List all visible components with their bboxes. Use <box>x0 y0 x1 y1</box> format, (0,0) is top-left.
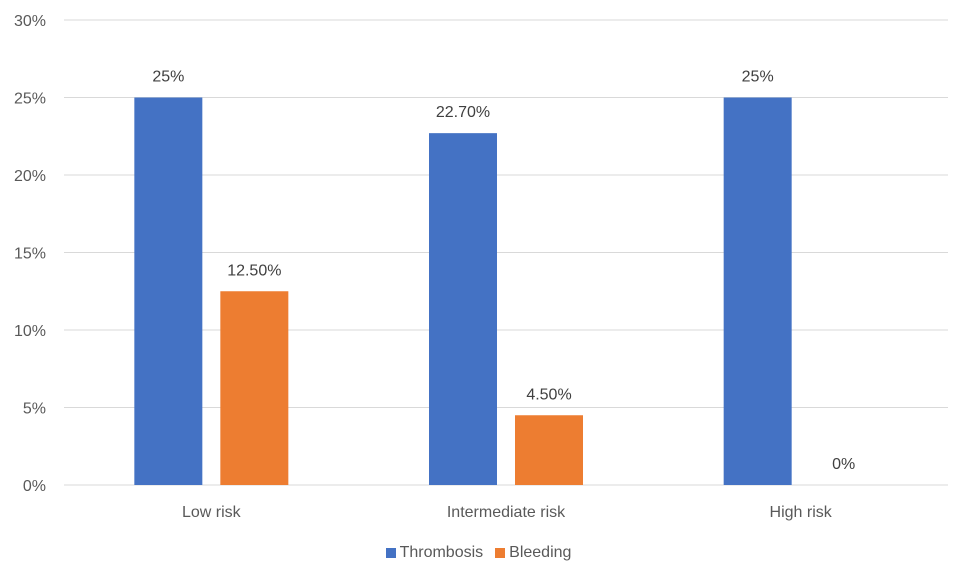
y-tick-label: 25% <box>14 91 46 108</box>
bar-bleeding <box>220 291 289 485</box>
y-tick-label: 0% <box>23 478 46 495</box>
bar-thrombosis <box>723 97 792 485</box>
legend-item-bleeding: Bleeding <box>495 544 571 562</box>
legend-swatch-thrombosis <box>385 548 396 558</box>
data-label: 25% <box>742 69 774 86</box>
data-label: 22.70% <box>436 104 490 121</box>
x-tick-label: Intermediate risk <box>447 504 566 521</box>
legend: Thrombosis Bleeding <box>0 544 957 562</box>
bar-thrombosis <box>134 97 203 485</box>
gridlines <box>64 19 948 486</box>
data-label: 25% <box>152 69 184 86</box>
bar-thrombosis <box>429 133 497 485</box>
y-tick-label: 20% <box>14 168 46 185</box>
data-label: 0% <box>832 456 855 473</box>
legend-item-thrombosis: Thrombosis <box>385 544 484 562</box>
y-tick-label: 10% <box>14 323 46 340</box>
y-tick-label: 15% <box>14 246 46 263</box>
bar-chart: 0% 5% 10% 15% 20% 25% 30% 25% 12.50% 22.70% 4.50%… <box>14 13 948 521</box>
legend-label-thrombosis: Thrombosis <box>399 544 484 561</box>
x-axis: Low risk Intermediate risk High risk <box>182 504 833 521</box>
data-label: 4.50% <box>526 386 571 403</box>
x-tick-label: High risk <box>770 504 833 521</box>
bar-bleeding <box>515 415 583 485</box>
legend-label-bleeding: Bleeding <box>509 544 572 561</box>
legend-swatch-bleeding <box>495 548 506 558</box>
y-tick-label: 5% <box>23 401 46 418</box>
data-labels: 25% 12.50% 22.70% 4.50% 25% 0% <box>152 69 855 474</box>
data-label: 12.50% <box>227 262 281 279</box>
x-tick-label: Low risk <box>182 504 242 521</box>
y-tick-label: 30% <box>14 13 46 30</box>
bars <box>134 97 792 485</box>
y-axis: 0% 5% 10% 15% 20% 25% 30% <box>14 13 46 495</box>
